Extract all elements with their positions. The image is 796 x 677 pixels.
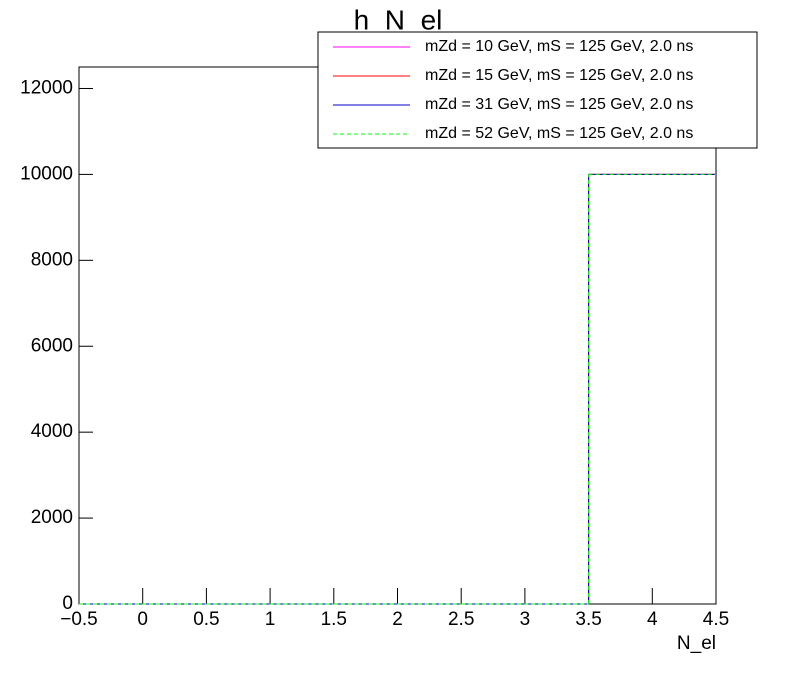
x-tick-label: 2 <box>392 609 403 630</box>
y-tick-label: 2000 <box>31 507 73 528</box>
legend-label: mZd = 52 GeV, mS = 125 GeV, 2.0 ns <box>425 125 693 142</box>
x-tick-label: 1 <box>265 609 276 630</box>
chart-title: h_N_el <box>354 4 443 35</box>
legend-box <box>317 31 758 149</box>
x-tick-label: 0.5 <box>193 609 219 630</box>
x-tick-label: 2.5 <box>448 609 474 630</box>
x-tick-label: 3.5 <box>575 609 601 630</box>
x-tick-label: 4.5 <box>703 609 729 630</box>
x-tick-label: 1.5 <box>321 609 347 630</box>
x-axis-label: N_el <box>677 633 716 654</box>
y-tick-label: 4000 <box>31 421 73 442</box>
y-tick-label: 12000 <box>20 77 73 98</box>
x-tick-label: 4 <box>647 609 658 630</box>
x-tick-label: 3 <box>520 609 531 630</box>
y-tick-label: 6000 <box>31 335 73 356</box>
x-tick-label: −0.5 <box>60 609 98 630</box>
legend-label: mZd = 31 GeV, mS = 125 GeV, 2.0 ns <box>425 96 693 113</box>
y-tick-label: 10000 <box>20 163 73 184</box>
legend-label: mZd = 10 GeV, mS = 125 GeV, 2.0 ns <box>425 38 693 55</box>
legend-label: mZd = 15 GeV, mS = 125 GeV, 2.0 ns <box>425 67 693 84</box>
y-tick-label: 8000 <box>31 249 73 270</box>
y-tick-label: 0 <box>62 593 73 614</box>
x-tick-label: 0 <box>137 609 148 630</box>
